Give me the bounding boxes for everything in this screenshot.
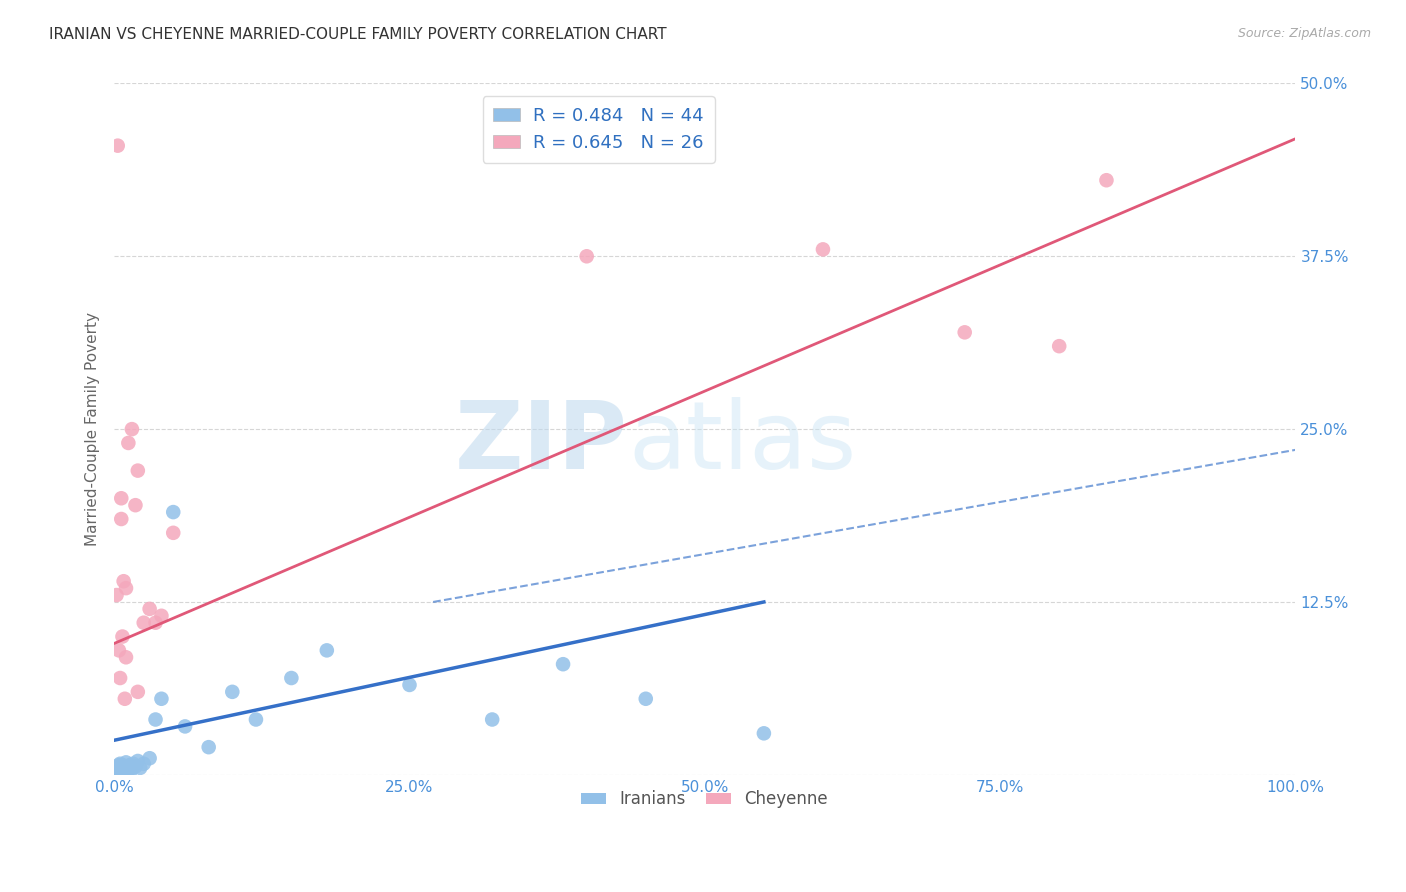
Point bbox=[162, 505, 184, 519]
Point bbox=[150, 608, 173, 623]
Point bbox=[108, 761, 131, 775]
Point bbox=[575, 249, 598, 263]
Point bbox=[111, 765, 134, 780]
Point bbox=[117, 762, 139, 776]
Point bbox=[115, 581, 138, 595]
Point bbox=[110, 759, 132, 773]
Point bbox=[174, 719, 197, 733]
Point bbox=[120, 764, 142, 778]
Point bbox=[108, 764, 131, 778]
Point bbox=[110, 491, 132, 506]
Point bbox=[115, 756, 138, 770]
Point bbox=[398, 678, 420, 692]
Point bbox=[121, 422, 143, 436]
Point bbox=[107, 766, 129, 780]
Point bbox=[117, 436, 139, 450]
Point bbox=[221, 685, 243, 699]
Point bbox=[118, 758, 141, 772]
Point bbox=[108, 756, 131, 771]
Point bbox=[105, 761, 128, 775]
Point bbox=[162, 525, 184, 540]
Point bbox=[104, 765, 127, 780]
Point bbox=[110, 512, 132, 526]
Point bbox=[132, 756, 155, 771]
Point bbox=[108, 765, 131, 780]
Point bbox=[481, 713, 503, 727]
Point bbox=[551, 657, 574, 672]
Point bbox=[115, 650, 138, 665]
Point bbox=[107, 762, 129, 776]
Y-axis label: Married-Couple Family Poverty: Married-Couple Family Poverty bbox=[86, 312, 100, 546]
Point bbox=[1047, 339, 1070, 353]
Point bbox=[138, 751, 160, 765]
Point bbox=[953, 326, 976, 340]
Point bbox=[197, 740, 219, 755]
Point bbox=[108, 758, 131, 772]
Point bbox=[121, 761, 143, 775]
Point bbox=[129, 761, 152, 775]
Point bbox=[108, 643, 131, 657]
Point bbox=[111, 630, 134, 644]
Point bbox=[634, 691, 657, 706]
Text: ZIP: ZIP bbox=[456, 397, 628, 489]
Point bbox=[108, 671, 131, 685]
Point bbox=[107, 138, 129, 153]
Point bbox=[811, 243, 834, 257]
Point bbox=[752, 726, 775, 740]
Point bbox=[245, 713, 267, 727]
Point bbox=[111, 758, 134, 772]
Text: IRANIAN VS CHEYENNE MARRIED-COUPLE FAMILY POVERTY CORRELATION CHART: IRANIAN VS CHEYENNE MARRIED-COUPLE FAMIL… bbox=[49, 27, 666, 42]
Point bbox=[110, 762, 132, 776]
Point bbox=[127, 464, 149, 478]
Point bbox=[114, 691, 136, 706]
Point bbox=[315, 643, 337, 657]
Point bbox=[112, 759, 135, 773]
Legend: Iranians, Cheyenne: Iranians, Cheyenne bbox=[575, 783, 835, 815]
Point bbox=[150, 691, 173, 706]
Point bbox=[145, 615, 167, 630]
Point bbox=[124, 759, 146, 773]
Point bbox=[127, 754, 149, 768]
Point bbox=[105, 764, 128, 778]
Point bbox=[112, 574, 135, 589]
Point bbox=[105, 588, 128, 602]
Point bbox=[127, 685, 149, 699]
Point bbox=[1095, 173, 1118, 187]
Point bbox=[124, 498, 146, 512]
Text: atlas: atlas bbox=[628, 397, 856, 489]
Point bbox=[145, 713, 167, 727]
Point bbox=[112, 764, 135, 778]
Point bbox=[138, 602, 160, 616]
Text: Source: ZipAtlas.com: Source: ZipAtlas.com bbox=[1237, 27, 1371, 40]
Point bbox=[115, 759, 138, 773]
Point bbox=[122, 756, 145, 771]
Point bbox=[280, 671, 302, 685]
Point bbox=[132, 615, 155, 630]
Point bbox=[114, 762, 136, 776]
Point bbox=[115, 761, 138, 775]
